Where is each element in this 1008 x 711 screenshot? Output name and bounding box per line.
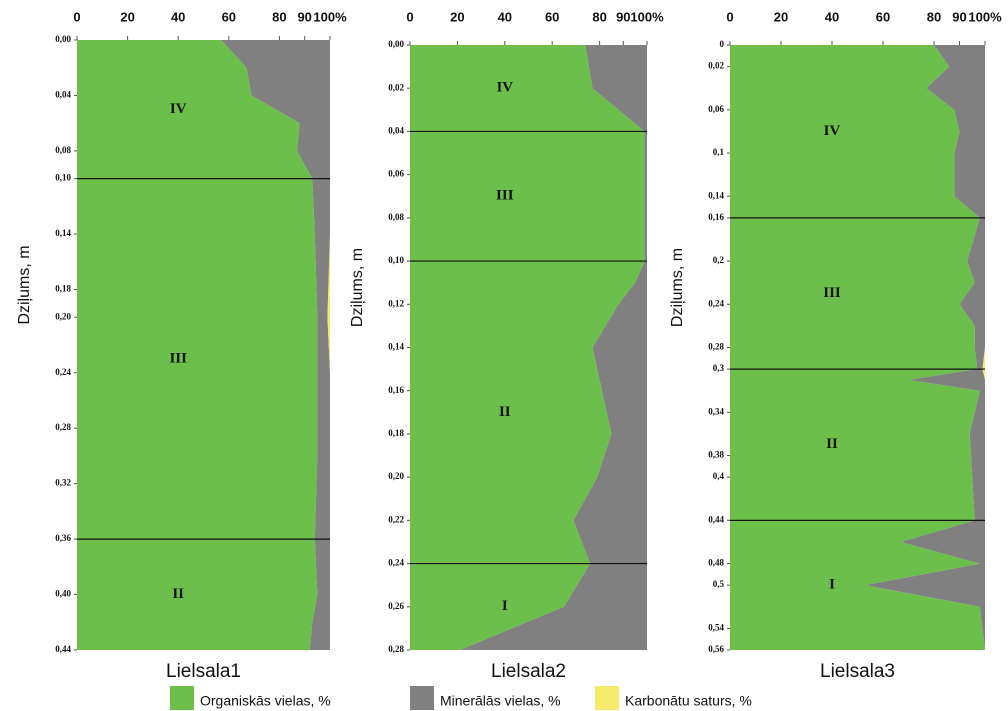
y-axis-title: Dziļums, m bbox=[349, 248, 366, 327]
legend-swatch bbox=[410, 686, 434, 710]
x-tick-label: 90 bbox=[297, 9, 311, 24]
y-tick-label: 0,08 bbox=[55, 145, 71, 155]
area bbox=[77, 40, 318, 650]
x-tick-label: 100% bbox=[968, 9, 1002, 24]
zone-label: II bbox=[172, 586, 184, 602]
y-tick-label: 0,02 bbox=[388, 82, 404, 92]
y-tick-label: 0,18 bbox=[388, 428, 404, 438]
area bbox=[221, 40, 330, 650]
area bbox=[865, 45, 985, 650]
y-tick-label: 0,44 bbox=[55, 644, 71, 654]
y-tick-label: 0,36 bbox=[55, 533, 71, 543]
y-tick-label: 0,12 bbox=[388, 298, 404, 308]
y-tick-label: 0,2 bbox=[713, 255, 725, 265]
zone-label: III bbox=[496, 188, 514, 204]
zone-label: IV bbox=[496, 80, 513, 96]
y-tick-label: 0,54 bbox=[708, 622, 724, 632]
y-tick-label: 0,02 bbox=[708, 61, 724, 71]
y-tick-label: 0,16 bbox=[388, 385, 404, 395]
x-tick-label: 80 bbox=[592, 9, 606, 24]
x-tick-label: 20 bbox=[450, 9, 464, 24]
y-tick-label: 0 bbox=[720, 39, 725, 49]
x-tick-label: 0 bbox=[726, 9, 733, 24]
y-tick-label: 0,14 bbox=[55, 228, 71, 238]
y-tick-label: 0,40 bbox=[55, 589, 71, 599]
zone-label: III bbox=[823, 285, 841, 301]
y-tick-label: 0,5 bbox=[713, 579, 725, 589]
area bbox=[327, 40, 330, 650]
y-tick-label: 0,10 bbox=[388, 255, 404, 265]
y-tick-label: 0,06 bbox=[708, 104, 724, 114]
y-tick-label: 0,06 bbox=[388, 169, 404, 179]
zone-label: IV bbox=[170, 101, 187, 117]
area bbox=[730, 45, 985, 650]
y-tick-label: 0,28 bbox=[55, 422, 71, 432]
chart-title: Lielsala2 bbox=[491, 661, 566, 682]
y-tick-label: 0,34 bbox=[708, 406, 724, 416]
y-tick-label: 0,4 bbox=[713, 471, 725, 481]
zone-label: II bbox=[826, 436, 838, 452]
y-tick-label: 0,56 bbox=[708, 644, 724, 654]
y-tick-label: 0,00 bbox=[55, 34, 71, 44]
y-tick-label: 0,3 bbox=[713, 363, 725, 373]
x-tick-label: 60 bbox=[545, 9, 559, 24]
y-tick-label: 0,38 bbox=[708, 450, 724, 460]
y-tick-label: 0,04 bbox=[55, 90, 71, 100]
y-tick-label: 0,18 bbox=[55, 284, 71, 294]
legend-label: Minerālās vielas, % bbox=[440, 693, 561, 709]
y-tick-label: 0,1 bbox=[713, 147, 725, 157]
y-tick-label: 0,16 bbox=[708, 212, 724, 222]
x-tick-label: 90 bbox=[952, 9, 966, 24]
x-tick-label: 0 bbox=[73, 9, 80, 24]
x-tick-label: 40 bbox=[171, 9, 185, 24]
x-tick-label: 90 bbox=[616, 9, 630, 24]
area bbox=[459, 45, 647, 650]
zone-label: I bbox=[502, 598, 508, 614]
y-tick-label: 0,24 bbox=[55, 367, 71, 377]
x-tick-label: 20 bbox=[774, 9, 788, 24]
zone-label: III bbox=[169, 350, 187, 366]
legend-swatch bbox=[170, 686, 194, 710]
legend-label: Karbonātu saturs, % bbox=[625, 693, 752, 709]
x-tick-label: 80 bbox=[272, 9, 286, 24]
x-tick-label: 20 bbox=[120, 9, 134, 24]
x-tick-label: 100% bbox=[313, 9, 347, 24]
area bbox=[410, 45, 645, 650]
x-tick-label: 0 bbox=[406, 9, 413, 24]
y-tick-label: 0,28 bbox=[388, 644, 404, 654]
chart-title: Lielsala1 bbox=[166, 661, 241, 682]
y-tick-label: 0,14 bbox=[388, 342, 404, 352]
y-tick-label: 0,28 bbox=[708, 342, 724, 352]
y-axis-title: Dziļums, m bbox=[16, 245, 33, 324]
y-tick-label: 0,20 bbox=[55, 311, 71, 321]
y-axis-title: Dziļums, m bbox=[669, 248, 686, 327]
y-tick-label: 0,14 bbox=[708, 190, 724, 200]
x-tick-label: 60 bbox=[222, 9, 236, 24]
zone-label: I bbox=[829, 577, 835, 593]
legend-swatch bbox=[595, 686, 619, 710]
chart-title: Lielsala3 bbox=[820, 661, 895, 682]
legend-label: Organiskās vielas, % bbox=[200, 693, 331, 709]
y-tick-label: 0,20 bbox=[388, 471, 404, 481]
zone-label: IV bbox=[824, 123, 841, 139]
y-tick-label: 0,22 bbox=[388, 514, 404, 524]
x-tick-label: 60 bbox=[876, 9, 890, 24]
x-tick-label: 100% bbox=[630, 9, 664, 24]
y-tick-label: 0,24 bbox=[388, 558, 404, 568]
x-tick-label: 80 bbox=[927, 9, 941, 24]
y-tick-label: 0,32 bbox=[55, 478, 71, 488]
y-tick-label: 0,44 bbox=[708, 514, 724, 524]
y-tick-label: 0,24 bbox=[708, 298, 724, 308]
y-tick-label: 0,04 bbox=[388, 125, 404, 135]
x-tick-label: 40 bbox=[498, 9, 512, 24]
y-tick-label: 0,00 bbox=[388, 39, 404, 49]
y-tick-label: 0,10 bbox=[55, 173, 71, 183]
zone-label: II bbox=[499, 404, 511, 420]
y-tick-label: 0,26 bbox=[388, 601, 404, 611]
y-tick-label: 0,08 bbox=[388, 212, 404, 222]
y-tick-label: 0,48 bbox=[708, 558, 724, 568]
x-tick-label: 40 bbox=[825, 9, 839, 24]
